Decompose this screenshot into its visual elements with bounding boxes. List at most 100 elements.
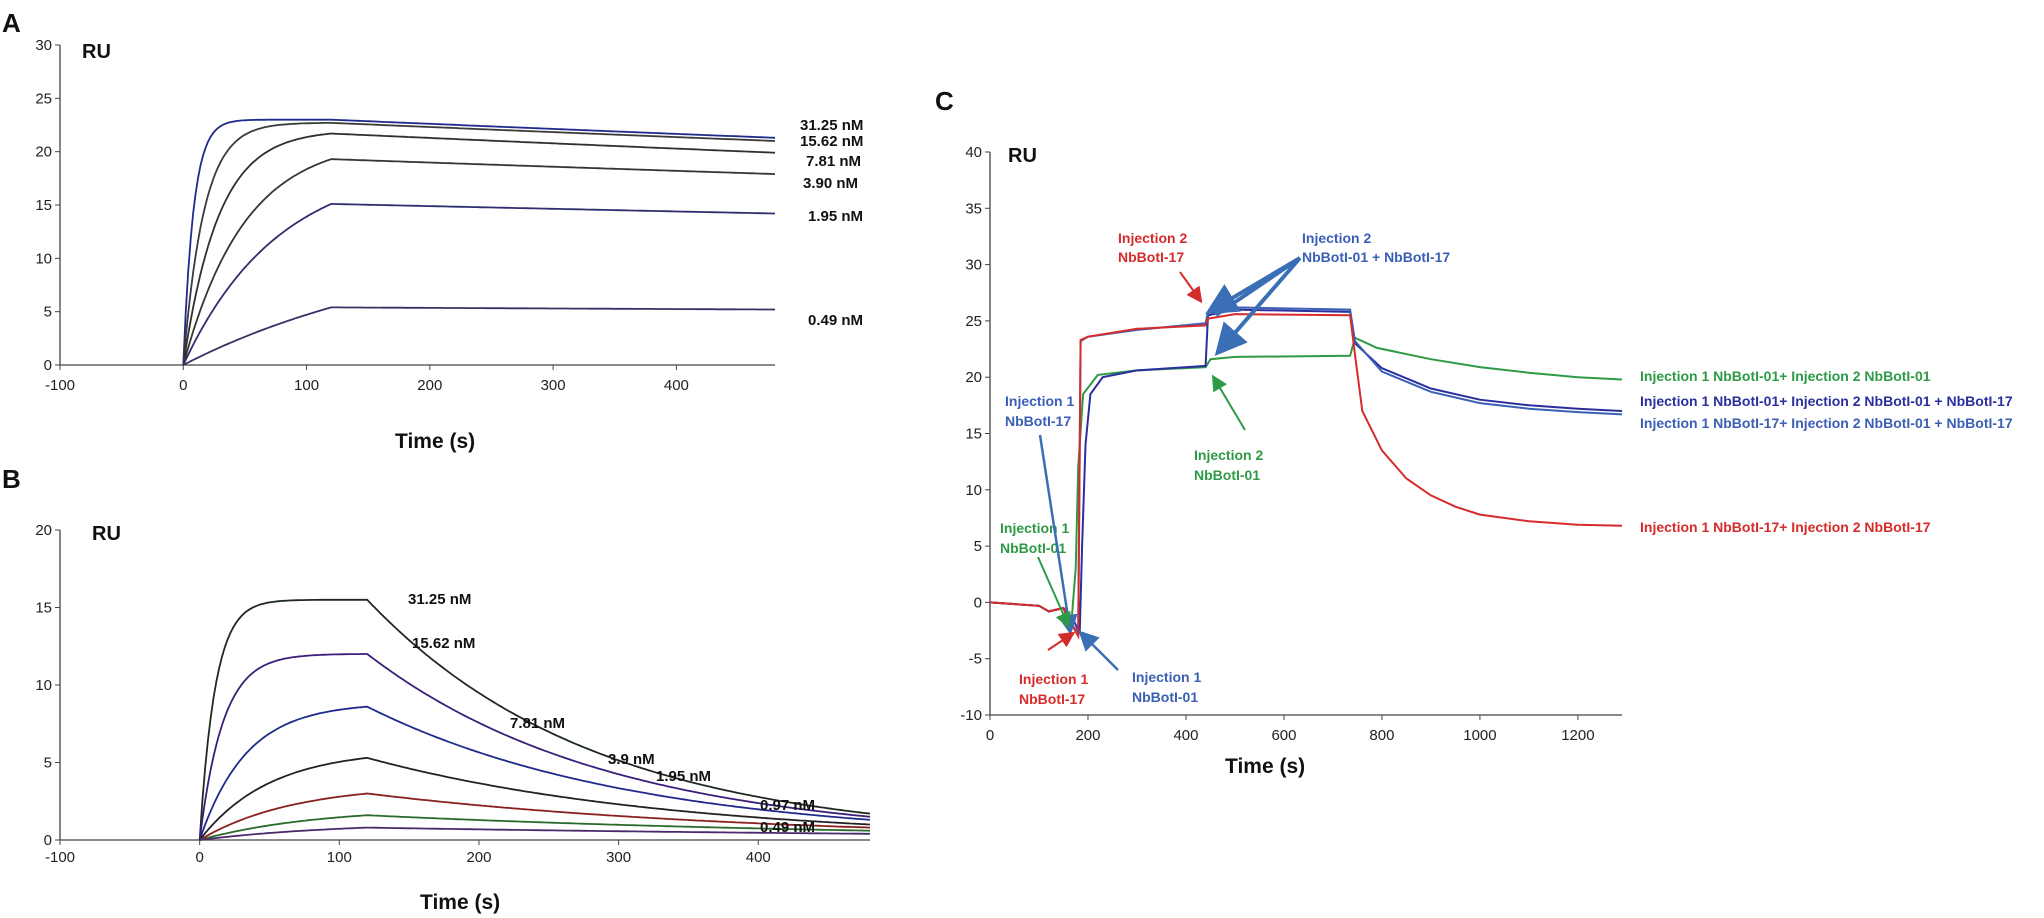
chart-b-series-label: 0.97 nM [760,797,815,814]
panel-letter-b: B [2,464,21,494]
chart-c-x-tick-label: 1000 [1463,727,1496,744]
chart-a-series-line [182,118,776,366]
chart-a-series-line [182,132,776,366]
annotation-inj1-nb17-red-line1: Injection 1 [1019,671,1088,687]
chart-c-series-line [989,308,1623,635]
chart-c-y-tick-label: 0 [974,594,982,611]
chart-b-ylabel: RU [92,523,121,545]
chart-c-y-tick-label: -5 [969,651,982,668]
chart-b-series-line [199,792,871,841]
chart-a-x-tick-label: 100 [294,377,319,394]
chart-b-series-line [199,814,871,841]
arrow-inj2-mix-b [1214,256,1302,357]
chart-b-series-line [198,598,871,841]
annotation-inj2-nb01-line2: NbBotI-01 [1194,467,1260,483]
chart-c-y-tick-label: 5 [974,538,982,555]
chart-c-x-tick-label: 400 [1173,727,1198,744]
chart-c-arrows [1037,256,1302,671]
chart-b-series-label: 15.62 nM [412,635,475,652]
chart-b-y-tick-label: 20 [35,522,52,539]
chart-a-series-label: 15.62 nM [800,133,863,150]
chart-b-xlabel: Time (s) [420,891,500,914]
chart-a-series-label: 7.81 nM [806,153,861,170]
arrow-inj1-nb17-red [1047,631,1076,651]
chart-b-series-line [199,826,870,841]
chart-c-series-label: Injection 1 NbBotI-17+ Injection 2 NbBot… [1640,415,2013,431]
chart-a-x-tick-label: 200 [417,377,442,394]
chart-b-y-tick-label: 15 [35,600,52,617]
chart-c-x-tick-label: 600 [1271,727,1296,744]
chart-b-y-tick-label: 0 [44,832,52,849]
chart-b-y-tick-label: 5 [44,755,52,772]
chart-a-series-label: 0.49 nM [808,312,863,329]
annotation-inj1-nb17-red-line2: NbBotI-17 [1019,691,1085,707]
panel-letter-c: C [935,86,954,116]
chart-a-xlabel: Time (s) [395,430,475,453]
chart-c-x-tick-label: 1200 [1561,727,1594,744]
arrow-inj2-mix-c [1214,256,1302,317]
chart-c-y-tick-label: 25 [965,313,982,330]
chart-c-xlabel: Time (s) [1225,755,1305,778]
chart-c-x-tick-label: 0 [986,727,994,744]
chart-c-y-tick-label: 15 [965,426,982,443]
chart-a-x-tick-label: -100 [45,377,75,394]
panel-letter-a: A [2,8,21,38]
chart-a-y-tick-label: 0 [44,357,52,374]
chart-b-y-tick-label: 10 [35,677,52,694]
annotation-inj2-nb17-line1: Injection 2 [1118,230,1187,246]
chart-c-series-label: Injection 1 NbBotI-17+ Injection 2 NbBot… [1640,519,1931,535]
chart-b-series-label: 31.25 nM [408,591,471,608]
chart-c: RU Time (s) 0 200 400 600 800 1000 1200 -10 -5 0 5… [960,144,2013,778]
chart-b-series-label: 0.49 nM [760,819,815,836]
chart-b: RU Time (s) -100 0 100 200 300 4000510152031.… [35,522,871,914]
annotation-inj1-nb01-green-line2: NbBotI-01 [1000,540,1066,556]
chart-a-series-line [182,306,775,366]
chart-a-series-label: 3.90 nM [803,175,858,192]
chart-b-series-line [198,756,871,841]
chart-c-ylabel: RU [1008,145,1037,167]
chart-a-y-tick-label: 15 [35,197,52,214]
annotation-inj2-mix-line1: Injection 2 [1302,230,1371,246]
chart-b-x-tick-label: 300 [606,849,631,866]
chart-b-series-label: 3.9 nM [608,751,655,768]
chart-a-x-tick-label: 400 [664,377,689,394]
annotation-inj1-nb17-blue-line2: NbBotI-17 [1005,413,1071,429]
chart-a-x-tick-label: 300 [541,377,566,394]
chart-a-series-line [182,158,776,366]
chart-c-y-tick-label: -10 [960,707,982,724]
chart-a-series-label: 31.25 nM [800,117,863,134]
arrow-inj1-nb17-blue [1038,434,1078,635]
arrow-inj2-nb17 [1179,271,1203,304]
annotation-inj1-nb01-blue-line1: Injection 1 [1132,669,1201,685]
annotation-inj1-nb01-green-line1: Injection 1 [1000,520,1069,536]
chart-a-y-tick-label: 25 [35,90,52,107]
chart-a-x-tick-label: 0 [179,377,187,394]
chart-c-series-label: Injection 1 NbBotI-01+ Injection 2 NbBot… [1640,393,2013,409]
chart-a-series-line [182,122,776,366]
chart-a-ylabel: RU [82,41,111,63]
chart-a-y-tick-label: 30 [35,37,52,54]
chart-b-x-tick-label: 200 [466,849,491,866]
chart-c-x-tick-label: 800 [1369,727,1394,744]
chart-c-y-tick-label: 10 [965,482,982,499]
annotation-inj2-mix-line2: NbBotI-01 + NbBotI-17 [1302,249,1450,265]
chart-a: RU Time (s) -100 0 100 200 300 400 0 5 10 15 20 25 3… [35,37,863,453]
chart-b-x-tick-label: 100 [327,849,352,866]
chart-c-annotations: Injection 2 NbBotI-17 Injection 2 NbBotI… [1000,230,1450,707]
annotation-inj1-nb17-blue-line1: Injection 1 [1005,393,1074,409]
chart-c-y-tick-label: 35 [965,200,982,217]
chart-b-series-label: 7.81 nM [510,715,565,732]
chart-a-y-tick-label: 20 [35,144,52,161]
chart-c-x-tick-label: 200 [1075,727,1100,744]
chart-b-x-tick-label: 400 [746,849,771,866]
chart-c-y-tick-label: 40 [965,144,982,161]
arrow-inj1-nb01-green [1037,556,1071,629]
annotation-inj2-nb17-line2: NbBotI-17 [1118,249,1184,265]
chart-b-series-line [198,653,871,841]
chart-c-y-tick-label: 20 [965,369,982,386]
arrow-inj1-nb01-blue [1078,630,1119,671]
annotation-inj1-nb01-blue-line2: NbBotI-01 [1132,689,1198,705]
chart-a-y-tick-label: 5 [44,304,52,321]
chart-c-y-tick-label: 30 [965,257,982,274]
